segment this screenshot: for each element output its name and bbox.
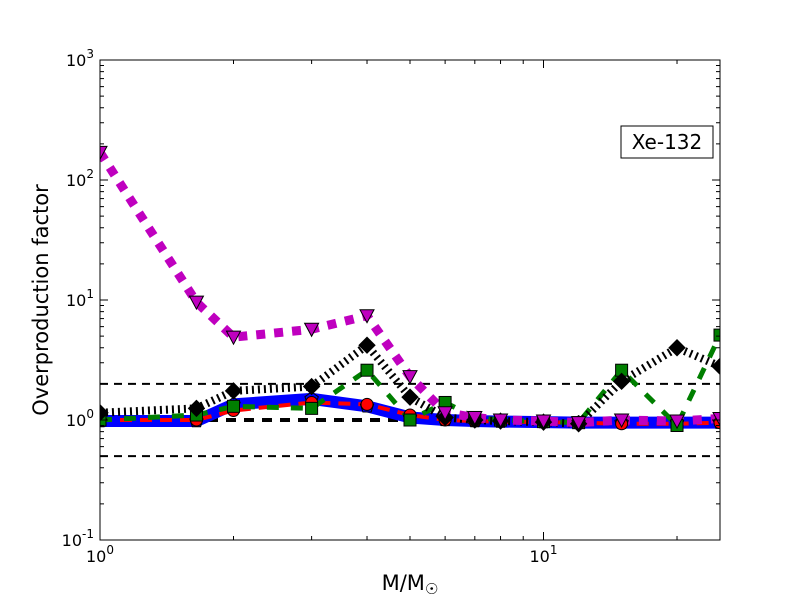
legend-text: Xe-132 [632,130,703,154]
data-point [187,399,206,418]
x-axis-label-text: M/M [382,571,425,595]
green-dashed-square-line [100,334,720,428]
y-tick-label: 100 [66,407,94,430]
tick-exponent: 1 [86,287,94,301]
tick-base: 10 [66,291,86,310]
y-tick-label: 10-1 [62,527,94,550]
data-point [358,336,376,354]
tick-exponent: 0 [86,407,94,421]
tick-base: 10 [530,547,550,566]
x-tick-label: 100 [86,543,114,566]
data-point [359,309,375,324]
data-point [188,295,205,311]
data-point [402,370,418,385]
y-tick-label: 101 [66,287,94,310]
tick-base: 10 [62,531,82,550]
data-point [570,416,587,431]
tick-base: 10 [66,171,86,190]
data-point [712,411,720,427]
data-point [225,330,242,346]
magenta-dotted-triangle-line [100,149,720,428]
data-point [302,377,321,396]
data-point [669,414,685,430]
data-point [535,414,552,430]
tick-exponent: 2 [86,167,94,181]
data-point [224,382,243,400]
data-point [227,399,241,413]
data-point [466,410,483,426]
tick-exponent: 1 [550,543,558,557]
tick-base: 10 [66,411,86,430]
y-axis-label: Overproduction factor [29,184,53,416]
data-point [305,401,319,415]
tick-exponent: -1 [82,527,94,541]
data-point [100,404,109,422]
data-point [100,145,108,161]
black-dotted-diamond-line [100,341,720,428]
x-tick-label: 101 [530,543,558,566]
x-axis-label: M/M☉ [382,571,439,598]
data-point [613,413,630,429]
tick-base: 10 [66,51,86,70]
data-point [360,363,374,377]
y-tick-label: 102 [66,167,94,190]
y-tick-label: 103 [66,47,94,70]
sun-symbol: ☉ [425,580,438,598]
tick-exponent: 3 [86,47,94,61]
data-point [403,413,417,427]
tick-exponent: 0 [106,543,114,557]
series-group [100,145,720,458]
data-point [360,397,374,411]
data-point [303,322,320,338]
data-point [401,388,419,406]
data-point [437,406,453,421]
plot-area [100,145,720,458]
legend: Xe-132 [620,125,714,159]
legend-box [620,125,714,159]
data-point [668,339,686,357]
data-point [612,372,631,391]
data-point [492,413,509,429]
data-point [713,328,720,342]
tick-base: 10 [86,547,106,566]
